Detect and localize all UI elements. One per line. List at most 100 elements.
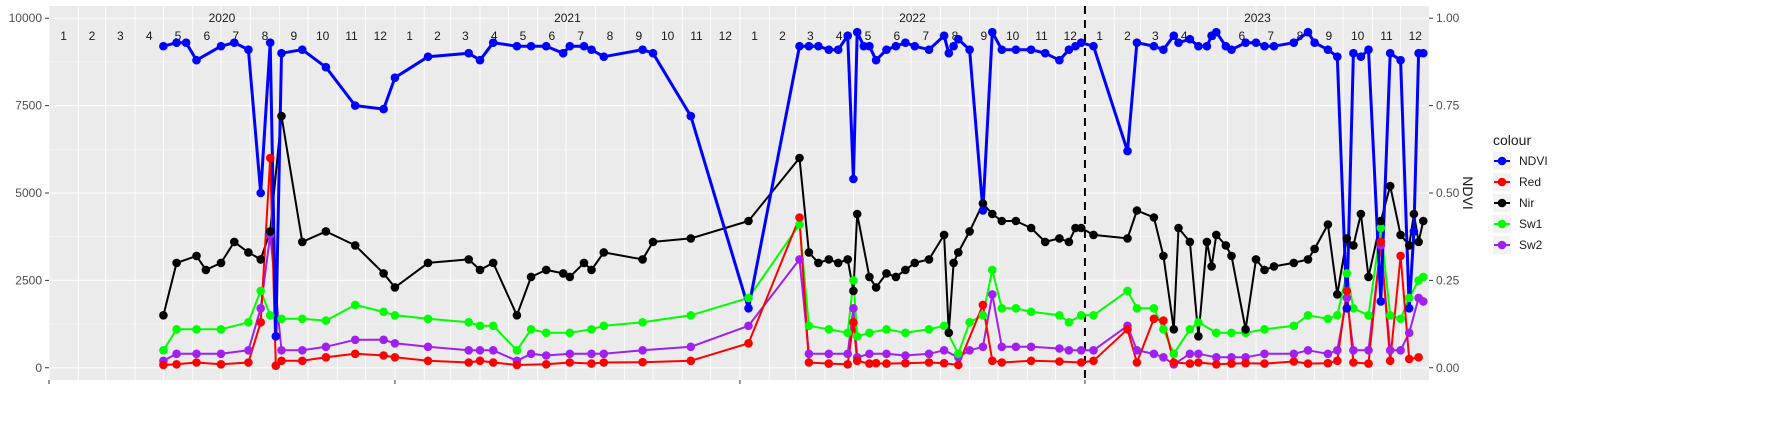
data-point-ndvi <box>852 27 862 37</box>
month-label: 3 <box>807 29 814 43</box>
data-point-sw2 <box>423 342 433 352</box>
month-label: 5 <box>520 29 527 43</box>
month-label: 10 <box>316 29 330 43</box>
data-point-red <box>298 356 307 366</box>
data-point-nir <box>795 153 804 163</box>
data-point-red <box>1364 359 1373 368</box>
data-point-sw1 <box>1364 311 1373 320</box>
data-point-sw1 <box>1026 307 1036 317</box>
y-axis-right-label: NDVI <box>1460 176 1476 209</box>
data-point-nir <box>1349 241 1358 250</box>
data-point-sw2 <box>686 342 696 352</box>
data-point-nir <box>1064 237 1074 247</box>
legend-key-point <box>1497 156 1507 166</box>
data-point-red <box>1414 353 1423 362</box>
data-point-ndvi <box>558 48 568 58</box>
data-point-ndvi <box>541 41 551 51</box>
data-point-ndvi <box>1132 38 1142 47</box>
data-point-sw1 <box>1055 311 1064 320</box>
data-point-ndvi <box>1089 41 1098 51</box>
data-point-sw2 <box>192 349 201 359</box>
data-point-red <box>997 358 1007 367</box>
data-point-nir <box>939 230 949 240</box>
data-point-sw1 <box>1132 304 1142 313</box>
data-point-ndvi <box>192 55 201 65</box>
data-point-sw2 <box>997 342 1007 352</box>
data-point-ndvi <box>1212 27 1221 37</box>
data-point-sw2 <box>1241 353 1250 362</box>
data-point-sw2 <box>924 349 934 359</box>
data-point-sw1 <box>321 316 331 325</box>
data-point-ndvi <box>1333 52 1342 61</box>
data-point-sw1 <box>901 328 910 338</box>
data-point-ndvi <box>244 45 253 54</box>
data-point-red <box>464 358 474 367</box>
data-point-sw2 <box>565 349 575 359</box>
data-point-ndvi <box>1251 38 1261 47</box>
data-point-sw1 <box>1212 328 1221 338</box>
data-point-red <box>1185 359 1195 368</box>
y-axis-right: 0.00 0.25 0.50 0.75 1.00 <box>1429 11 1460 375</box>
data-point-sw2 <box>1149 349 1159 359</box>
data-point-sw1 <box>965 318 974 327</box>
data-point-sw1 <box>1064 318 1074 327</box>
data-point-sw1 <box>1123 286 1132 296</box>
legend-label: Red <box>1519 175 1541 189</box>
data-point-nir <box>350 241 360 250</box>
data-point-nir <box>599 248 609 257</box>
data-point-sw2 <box>795 255 804 264</box>
data-point-ndvi <box>1040 48 1050 58</box>
data-point-ndvi <box>1356 52 1366 61</box>
data-point-sw1 <box>1289 321 1299 331</box>
data-point-red <box>512 360 522 370</box>
data-point-nir <box>901 265 910 275</box>
month-label: 9 <box>1325 29 1332 43</box>
data-point-nir <box>1132 206 1142 215</box>
data-point-nir <box>891 272 901 282</box>
data-point-nir <box>1169 325 1179 334</box>
data-point-sw1 <box>587 325 596 334</box>
data-point-sw1 <box>1303 311 1313 320</box>
data-point-sw2 <box>488 346 498 355</box>
month-label: 11 <box>1380 29 1393 43</box>
data-point-sw2 <box>1064 346 1074 355</box>
data-point-ndvi <box>298 45 307 54</box>
data-point-nir <box>814 258 823 268</box>
data-point-sw2 <box>1323 349 1333 359</box>
data-point-sw1 <box>1342 269 1352 278</box>
data-point-sw2 <box>587 349 596 359</box>
data-point-nir <box>843 255 852 264</box>
y-tick-label: 10000 <box>9 11 43 25</box>
data-point-sw1 <box>390 311 400 320</box>
data-point-nir <box>744 216 753 226</box>
data-point-red <box>1303 359 1313 368</box>
data-point-red <box>1396 251 1405 261</box>
data-point-ndvi <box>423 52 433 61</box>
year-label: 2021 <box>554 11 581 25</box>
data-point-sw2 <box>1212 353 1221 362</box>
data-point-nir <box>321 227 331 236</box>
data-point-red <box>795 213 804 222</box>
data-point-sw1 <box>599 321 609 331</box>
data-point-red <box>744 339 753 348</box>
data-point-nir <box>1149 213 1159 222</box>
month-label: 4 <box>491 29 498 43</box>
data-point-nir <box>865 272 874 282</box>
legend-items: NDVI Red Nir Sw1 Sw2 <box>1493 152 1548 254</box>
month-label: 2 <box>89 29 96 43</box>
data-point-ndvi <box>265 38 275 47</box>
data-point-nir <box>1396 230 1405 240</box>
month-label: 1 <box>1096 29 1103 43</box>
legend-item-ndvi: NDVI <box>1493 152 1548 170</box>
data-point-ndvi <box>1404 304 1414 313</box>
y-right-tick-label: 0.50 <box>1436 186 1460 200</box>
data-point-ndvi <box>1011 45 1021 54</box>
data-point-nir <box>1260 265 1269 275</box>
data-point-sw1 <box>865 328 874 338</box>
month-label: 8 <box>607 29 614 43</box>
data-point-sw1 <box>849 276 858 285</box>
data-point-sw1 <box>852 332 862 341</box>
data-point-sw2 <box>1260 349 1269 359</box>
month-label: 4 <box>836 29 843 43</box>
